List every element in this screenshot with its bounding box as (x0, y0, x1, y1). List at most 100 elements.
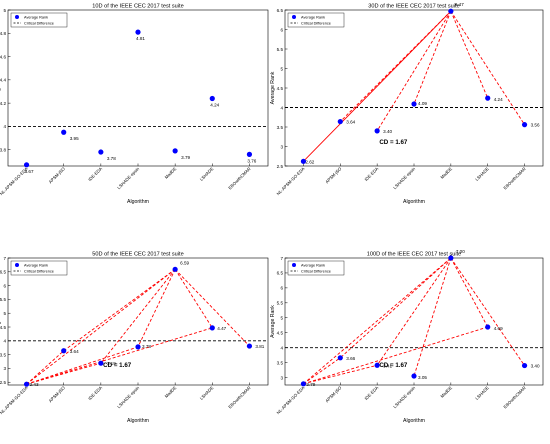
average-rank-value-label: 2.79 (306, 382, 315, 387)
y-tick-label: 7 (280, 256, 283, 261)
significance-connection-line (339, 257, 452, 359)
y-tick-label: 6 (280, 27, 283, 32)
legend-box (287, 260, 345, 276)
significance-connection-line (450, 10, 525, 125)
significance-connection-line (303, 364, 378, 385)
average-rank-value-label: 3.78 (142, 344, 151, 349)
average-rank-value-label: 4.09 (418, 101, 427, 106)
significance-connection-line (413, 257, 452, 377)
significance-connection-line (137, 269, 176, 348)
y-tick-label: 6.5 (0, 270, 6, 275)
x-tick-label: LSHADE-epsin (392, 385, 416, 409)
significance-connection-line (376, 257, 452, 366)
y-tick-label: 5.5 (0, 297, 6, 302)
cd-annotation: CD = 1.67 (379, 362, 408, 369)
y-tick-label: 3.5 (277, 125, 284, 130)
average-rank-value-label: 3.41 (383, 363, 392, 368)
average-rank-value-label: 3.76 (247, 158, 256, 163)
chart-title: 50D of the IEEE CEC 2017 test suite (92, 252, 183, 258)
y-tick-label: 4.2 (0, 101, 6, 106)
y-tick-label: 4.8 (0, 31, 6, 36)
y-tick-label: 3.5 (277, 360, 284, 365)
x-tick-label: LSHADE-epsin (116, 166, 140, 190)
significance-connection-line (26, 327, 213, 385)
chart-panel-4: 100D of the IEEE CEC 2017 test suite 3 3.5… (270, 249, 544, 424)
average-rank-point (521, 362, 528, 369)
legend-critical-difference: Critical Difference (24, 22, 54, 26)
average-rank-value-label: 3.05 (418, 375, 427, 380)
cd-annotation: CD = 1.67 (379, 139, 408, 146)
y-tick-label: 5 (280, 316, 283, 321)
average-rank-point (61, 348, 67, 354)
y-tick-label: 4.5 (277, 331, 284, 336)
average-rank-value-label: 4.24 (210, 102, 219, 107)
average-rank-point (246, 343, 253, 349)
y-tick-label: 3 (3, 366, 6, 371)
average-rank-point (300, 381, 307, 387)
average-rank-value-label: 2.62 (305, 159, 314, 164)
y-tick-label: 2.5 (277, 164, 284, 169)
y-tick-label: 5.5 (277, 301, 284, 306)
x-axis-label: Algorithm (403, 199, 425, 205)
x-axis-label: Algorithm (127, 418, 149, 424)
average-rank-value-label: 4.47 (217, 326, 226, 331)
legend-point-marker (292, 263, 296, 267)
y-tick-label: 4 (3, 124, 6, 129)
y-axis-label: Average Rank (0, 71, 2, 104)
x-tick-label: IDE-EDA (363, 166, 379, 182)
average-rank-value-label: 4.24 (494, 97, 503, 102)
y-tick-label: 4.5 (277, 86, 284, 91)
chart-title: 10D of the IEEE CEC 2017 test suite (92, 4, 183, 10)
x-tick-label: MadDE (439, 166, 453, 180)
y-tick-label: 3.5 (0, 352, 6, 357)
average-rank-point (135, 29, 141, 35)
y-tick-label: 4.4 (0, 78, 6, 83)
x-tick-label: IDE-EDA (87, 166, 103, 182)
average-rank-point (337, 355, 343, 361)
chart-panel-3: 50D of the IEEE CEC 2017 test suite 2.5 3 3… (0, 252, 269, 424)
average-rank-point (411, 101, 417, 107)
average-rank-point (411, 373, 417, 379)
average-rank-point (448, 255, 454, 261)
average-rank-value-label: 6.59 (180, 260, 189, 265)
average-rank-value-label: 3.66 (346, 356, 355, 361)
y-tick-label: 5 (3, 311, 6, 316)
x-tick-label: APSM-jSO (324, 166, 343, 185)
significance-connection-line (303, 357, 341, 385)
y-tick-label: 5 (3, 8, 6, 13)
average-rank-value-label: 4.69 (494, 326, 503, 331)
legend-critical-difference: Critical Difference (24, 270, 54, 274)
significance-connection-line (26, 268, 176, 385)
x-tick-label: APSM-jSO (48, 166, 67, 185)
y-tick-label: 3 (280, 144, 283, 149)
y-tick-label: 4 (3, 339, 6, 344)
y-tick-label: 6 (280, 286, 283, 291)
x-tick-label: EBOwithCMAR (227, 166, 251, 190)
chart-title: 100D of the IEEE CEC 2017 test suite (367, 252, 462, 258)
x-tick-label: NL-APSM-GO-EDA (276, 166, 306, 196)
significance-connection-line (450, 10, 489, 99)
x-tick-label: MadDE (164, 166, 178, 180)
average-rank-point (98, 149, 104, 155)
y-tick-label: 4.6 (0, 54, 6, 59)
average-rank-value-label: 7.00 (456, 249, 465, 254)
x-tick-label: IDE-EDA (363, 385, 379, 401)
chart-panel-2: 30D of the IEEE CEC 2017 test suite 2.5 3 3… (270, 2, 544, 205)
x-tick-label: LSHADE (474, 385, 490, 401)
y-axis-label: Average Rank (270, 305, 276, 338)
y-tick-label: 3.8 (0, 148, 6, 153)
significance-connection-line (303, 326, 488, 385)
x-tick-label: NL-APSM-GO-EDA (276, 385, 306, 415)
average-rank-point (374, 362, 380, 368)
average-rank-point (98, 360, 104, 366)
average-rank-point (246, 151, 253, 157)
significance-connection-line (63, 268, 176, 352)
average-rank-value-label: 3.19 (107, 361, 116, 366)
x-tick-label: LSHADE (199, 385, 215, 401)
average-rank-value-label: 3.40 (383, 129, 392, 134)
average-rank-point (23, 162, 30, 168)
significance-connection-line (26, 350, 65, 385)
average-rank-value-label: 3.40 (531, 364, 540, 369)
